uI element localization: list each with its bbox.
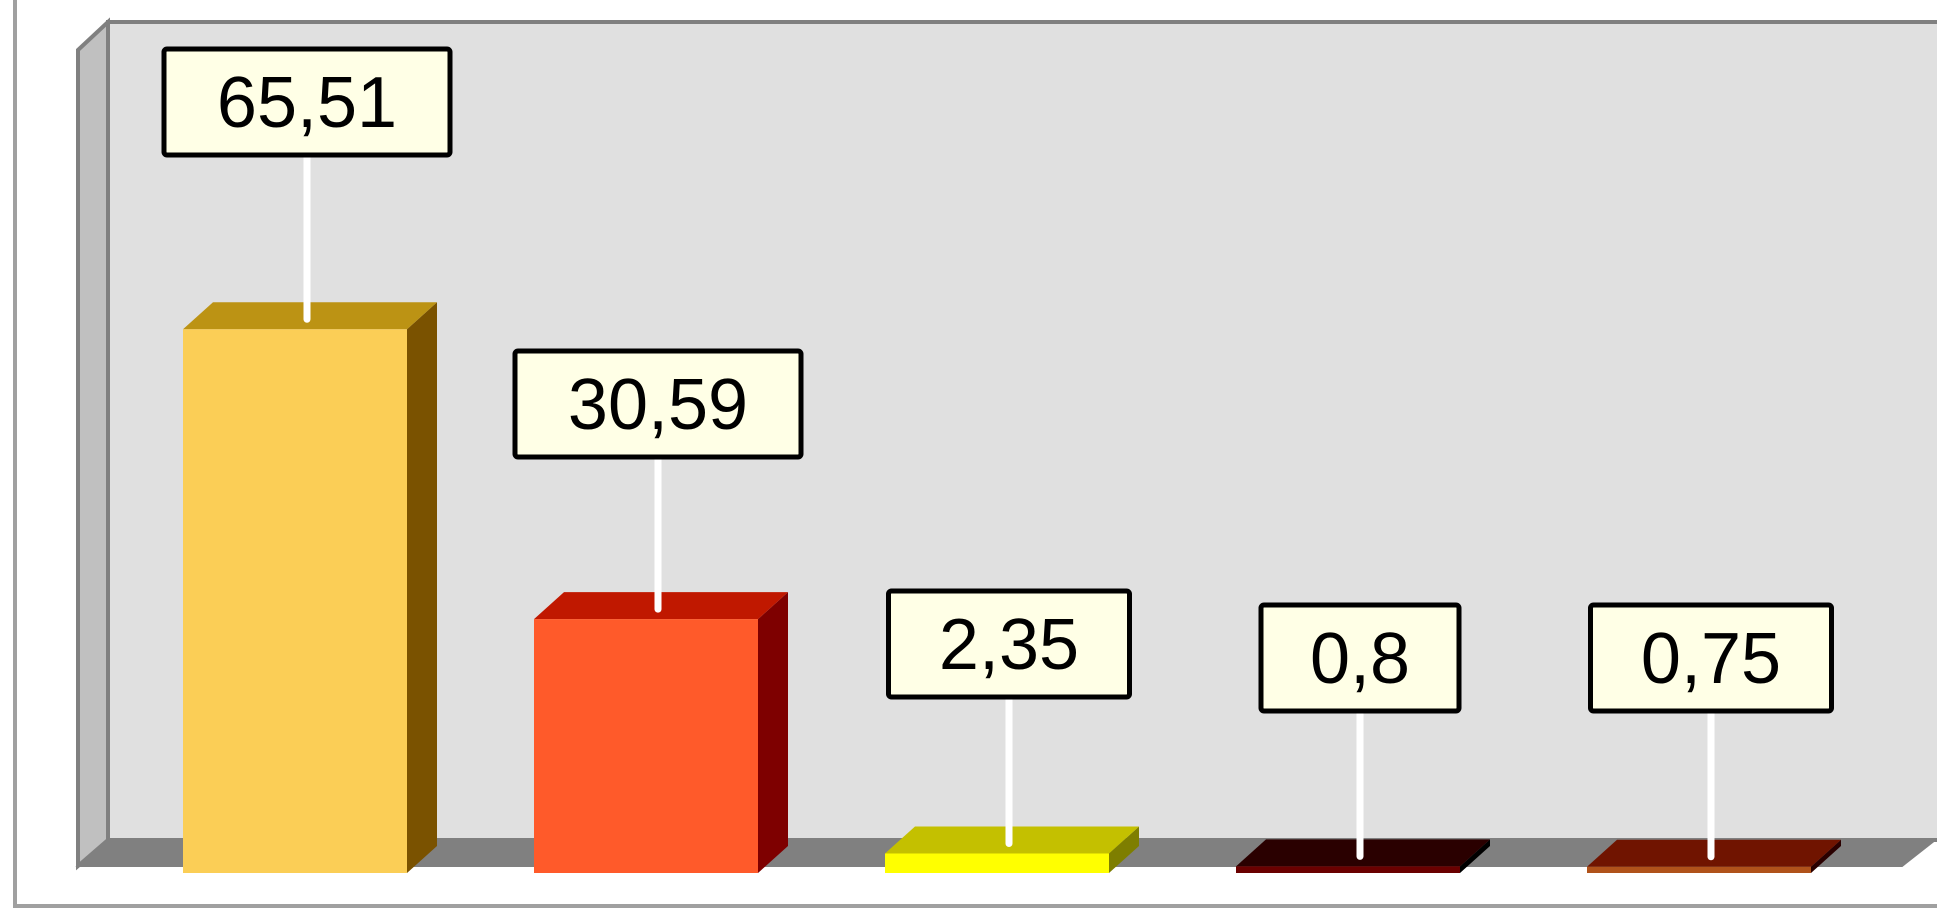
data-label-text-1: 65,51 [217, 63, 397, 143]
bar-1-front [183, 329, 407, 874]
data-label-box-5 [1588, 602, 1834, 714]
bar-3-side [1109, 826, 1139, 873]
data-label-box-3 [886, 588, 1132, 700]
data-label-box-2 [512, 348, 804, 460]
data-label-3: 2,35 [886, 588, 1132, 847]
labels-layer: 65,51 30,59 2,35 0,8 0,75 [161, 46, 1834, 861]
bar-1-side [407, 302, 437, 874]
data-label-text-2: 30,59 [568, 365, 748, 445]
bar-5-front [1587, 866, 1811, 873]
data-label-text-5: 0,75 [1641, 619, 1781, 699]
data-label-box-1 [161, 46, 453, 158]
outer-frame [13, 0, 1937, 908]
data-label-5: 0,75 [1588, 602, 1834, 861]
plot-side-wall [76, 17, 110, 871]
bar-2-front [534, 619, 758, 873]
data-label-text-4: 0,8 [1310, 619, 1410, 699]
bar-3-front [885, 853, 1109, 873]
bar-5-side [1811, 839, 1841, 873]
bars-layer [183, 302, 1841, 874]
data-label-box-4 [1258, 602, 1462, 714]
data-label-text-3: 2,35 [939, 605, 1079, 685]
data-label-2: 30,59 [512, 348, 804, 613]
bar-4-side [1460, 839, 1490, 873]
data-label-4: 0,8 [1258, 602, 1462, 860]
bar-1 [183, 302, 437, 874]
bar-2-side [758, 592, 788, 873]
bar-4-front [1236, 866, 1460, 873]
data-label-1: 65,51 [161, 46, 453, 323]
bar-2 [534, 592, 788, 873]
